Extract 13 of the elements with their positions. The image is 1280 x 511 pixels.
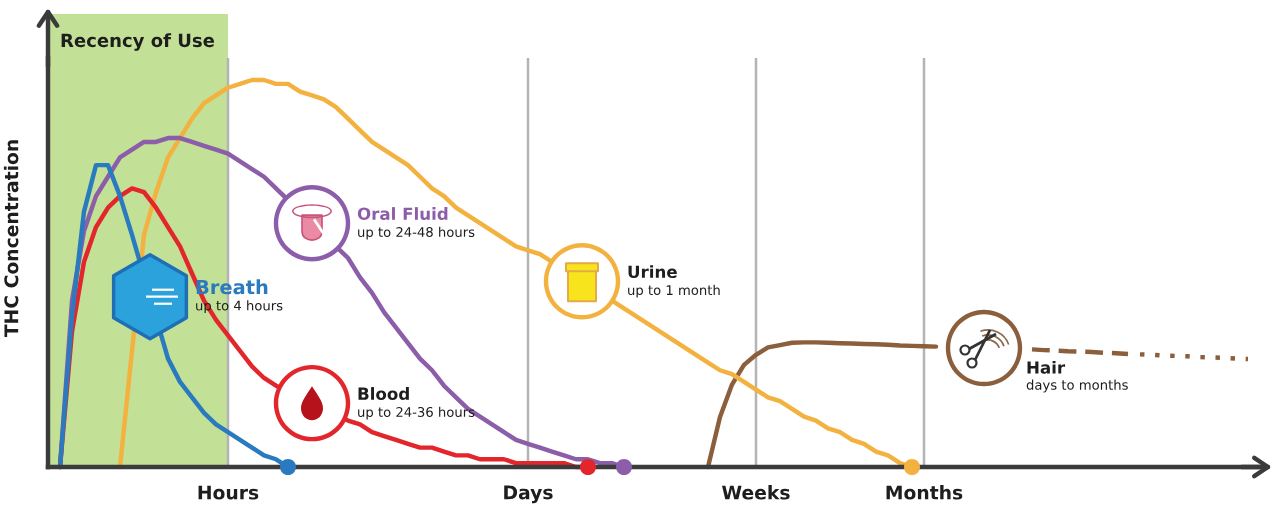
x-tick-label: Weeks bbox=[722, 485, 790, 500]
legend-label: Urine bbox=[628, 265, 677, 279]
text: Oral Fluid bbox=[357, 207, 448, 221]
annotation: up to 1 month bbox=[628, 284, 720, 298]
x-tick-label: Days bbox=[504, 485, 553, 504]
text: Recency of Use bbox=[61, 33, 215, 51]
series-label: Hair bbox=[1027, 360, 1066, 374]
x-tick-label: Months bbox=[886, 485, 963, 500]
series-label: Blood bbox=[358, 387, 409, 400]
x-tick-label: Hours bbox=[198, 485, 259, 500]
annotation: up to 24-48 hours bbox=[358, 226, 475, 240]
y-axis-title: THC Concentration bbox=[3, 140, 19, 338]
annotation: days to months bbox=[1026, 379, 1128, 393]
